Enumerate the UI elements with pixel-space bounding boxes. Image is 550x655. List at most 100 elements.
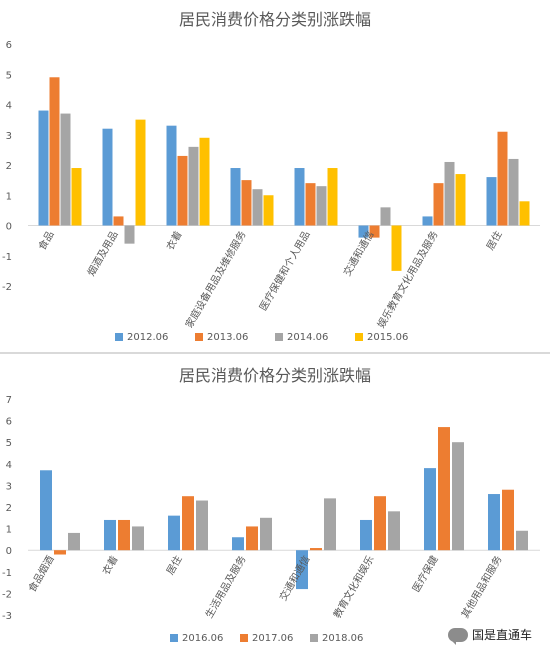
bar: [263, 195, 274, 226]
category-label: 生活用品及服务: [202, 553, 248, 620]
bar: [118, 519, 130, 551]
chart-panel-2: 居民消费价格分类别涨跌幅 -3 -2 -1 0 1 2 3 4 5 6 7 食品烟酒 衣着 居住 生活用品及…: [0, 356, 550, 655]
y-tick-label: 5: [6, 70, 12, 81]
legend-label: 2014.06: [287, 332, 328, 343]
legend-label: 2017.06: [252, 633, 293, 644]
category-label: 食品: [35, 229, 56, 253]
y-tick-label: 2: [6, 161, 12, 172]
bar: [38, 110, 49, 226]
category-label: 教育文化和娱乐: [330, 553, 376, 620]
bar: [502, 489, 514, 551]
bar: [508, 158, 519, 226]
y-tick-label: -2: [2, 282, 12, 293]
bar: [246, 526, 258, 551]
bar: [391, 225, 402, 271]
bar: [166, 125, 177, 226]
y-tick-label: 4: [6, 101, 12, 112]
bar: [241, 180, 252, 226]
category-label: 居住: [163, 553, 184, 577]
divider: [0, 352, 550, 354]
y-tick-label: 5: [6, 438, 12, 449]
bar: [124, 225, 135, 244]
legend-swatch: [310, 634, 318, 642]
bar: [199, 137, 210, 226]
bar: [327, 168, 338, 226]
y-tick-label: -2: [2, 589, 12, 600]
bar: [188, 146, 199, 226]
bar: [433, 183, 444, 226]
bar: [422, 216, 433, 226]
chart-title: 居民消费价格分类别涨跌幅: [178, 366, 371, 385]
y-tick-label: 3: [6, 131, 12, 142]
bar: [104, 519, 116, 551]
bar: [444, 161, 455, 226]
bar: [252, 189, 263, 226]
y-tick-label: 6: [6, 40, 12, 51]
bar: [316, 186, 327, 226]
category-label: 食品烟酒: [25, 553, 56, 594]
category-label: 衣着: [163, 229, 184, 253]
y-tick-label: 4: [6, 460, 12, 471]
y-tick-label: 0: [6, 546, 12, 557]
legend-label: 2012.06: [127, 332, 168, 343]
legend-label: 2015.06: [367, 332, 408, 343]
bar: [497, 131, 508, 226]
legend-swatch: [115, 333, 123, 341]
bar: [168, 515, 180, 551]
bar: [424, 468, 436, 551]
legend-swatch: [170, 634, 178, 642]
bar: [102, 128, 113, 226]
bar: [113, 216, 124, 226]
wechat-icon: [447, 627, 468, 645]
bar: [324, 498, 336, 551]
y-tick-label: 6: [6, 417, 12, 428]
watermark: 国是直通车: [447, 626, 532, 645]
bar: [358, 225, 369, 238]
bar: [260, 517, 272, 551]
category-label: 衣着: [99, 553, 120, 577]
bar: [182, 496, 194, 551]
y-tick-label: -1: [2, 568, 12, 579]
bar: [132, 526, 144, 551]
category-label: 交通和通信: [340, 229, 376, 279]
bar: [230, 168, 241, 226]
category-label: 居住: [483, 229, 504, 253]
y-tick-label: 1: [6, 191, 12, 202]
legend-label: 2018.06: [322, 633, 363, 644]
bar: [232, 537, 244, 551]
bar: [488, 494, 500, 551]
y-tick-label: -1: [2, 252, 12, 263]
bar-chart-1: -2 -1 0 1 2 3 4 5 6 食品 烟酒及用品 衣着 家庭设备用品及维修服务 医疗保健和个人用品…: [2, 40, 540, 343]
legend-swatch: [195, 333, 203, 341]
category-label: 医疗保健: [409, 553, 440, 594]
bar: [196, 500, 208, 551]
legend-swatch: [355, 333, 363, 341]
bar: [68, 532, 80, 551]
bar: [54, 550, 66, 555]
bar: [135, 119, 146, 226]
legend-label: 2016.06: [182, 633, 223, 644]
legend-swatch: [240, 634, 248, 642]
category-label: 家庭设备用品及维修服务: [182, 229, 248, 331]
y-tick-label: 7: [6, 395, 12, 406]
bar: [177, 155, 188, 226]
bar: [380, 207, 391, 226]
bar: [438, 427, 450, 551]
bar: [519, 201, 530, 226]
legend-label: 2013.06: [207, 332, 248, 343]
category-label: 医疗保健和个人用品: [256, 229, 312, 313]
bar: [40, 470, 52, 551]
y-tick-label: -3: [2, 611, 12, 622]
y-tick-label: 1: [6, 525, 12, 536]
bar: [49, 77, 60, 226]
legend-swatch: [275, 333, 283, 341]
category-label: 其他用品和服务: [458, 553, 504, 620]
bar: [60, 113, 71, 226]
bar: [360, 519, 372, 551]
category-label: 娱乐教育文化用品及服务: [374, 229, 440, 331]
category-label: 烟酒及用品: [84, 229, 120, 279]
bar: [455, 174, 466, 226]
bar: [452, 442, 464, 551]
y-tick-label: 2: [6, 503, 12, 514]
